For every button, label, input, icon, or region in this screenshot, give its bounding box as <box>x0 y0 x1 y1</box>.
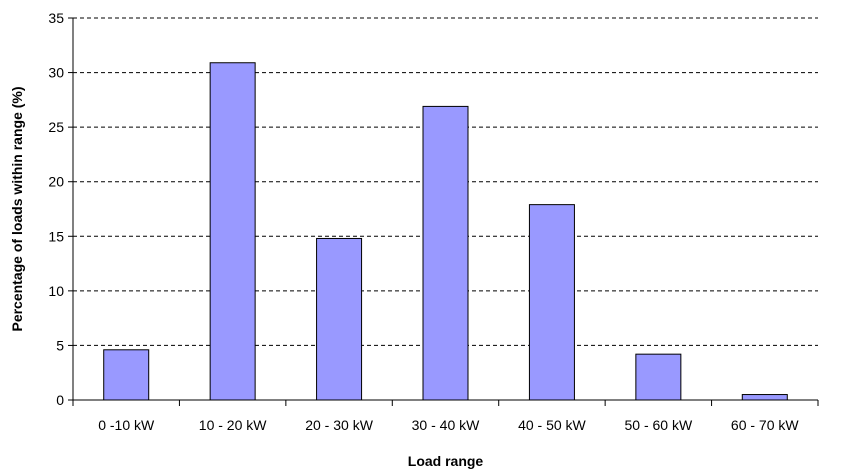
bar <box>103 349 150 401</box>
x-tick-label: 10 - 20 kW <box>199 417 267 433</box>
x-tick-label: 30 - 40 kW <box>412 417 480 433</box>
x-tick-labels: 0 -10 kW 10 - 20 kW 20 - 30 kW 30 - 40 kW 40… <box>98 417 799 433</box>
bars <box>103 62 788 401</box>
y-tick-labels: 0 5 10 15 20 25 30 35 <box>48 10 64 408</box>
bar <box>209 62 256 401</box>
x-tick-label: 40 - 50 kW <box>518 417 586 433</box>
x-tick-label: 0 -10 kW <box>98 417 155 433</box>
y-tick-label: 30 <box>48 65 64 81</box>
x-axis-title: Load range <box>408 453 484 469</box>
x-tick-label: 20 - 30 kW <box>305 417 373 433</box>
y-tick-label: 5 <box>56 337 64 353</box>
y-tick-label: 0 <box>56 392 64 408</box>
bar <box>528 204 575 401</box>
y-tick-label: 10 <box>48 283 64 299</box>
bar <box>422 105 469 401</box>
bar <box>741 394 788 401</box>
x-tick-label: 50 - 60 kW <box>625 417 693 433</box>
x-tick-label: 60 - 70 kW <box>731 417 799 433</box>
y-tick-label: 35 <box>48 10 64 26</box>
bar <box>635 353 682 401</box>
y-tick-label: 25 <box>48 119 64 135</box>
y-tick-label: 20 <box>48 174 64 190</box>
axes <box>68 17 819 406</box>
y-axis-title: Percentage of loads within range (%) <box>9 86 25 331</box>
bar <box>316 237 363 401</box>
y-tick-label: 15 <box>48 228 64 244</box>
